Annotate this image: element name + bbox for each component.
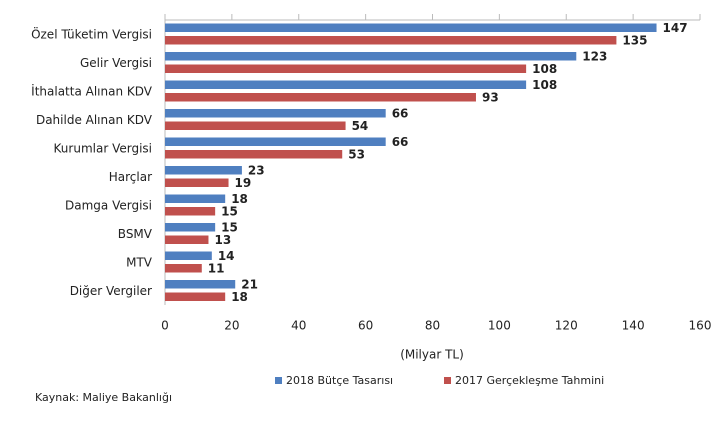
bar (165, 207, 216, 216)
x-tick-label: 140 (622, 319, 645, 333)
bar (165, 251, 212, 260)
bar (165, 64, 527, 73)
value-label: 53 (348, 148, 365, 162)
legend-swatch (444, 377, 451, 384)
value-label: 108 (532, 78, 557, 92)
bar (165, 23, 657, 32)
value-label: 23 (248, 164, 265, 178)
bar (165, 178, 229, 187)
y-tick-label: İthalatta Alınan KDV (31, 84, 153, 99)
bar (165, 150, 343, 159)
value-label: 54 (352, 119, 369, 133)
bar (165, 280, 236, 289)
bar (165, 235, 209, 244)
y-tick-label: Gelir Vergisi (80, 56, 152, 70)
legend-label: 2017 Gerçekleşme Tahmini (455, 374, 604, 387)
bar (165, 166, 242, 175)
bar (165, 223, 216, 232)
y-tick-label: Diğer Vergiler (70, 284, 152, 298)
value-label: 135 (622, 34, 647, 48)
y-tick-label: Dahilde Alınan KDV (36, 113, 153, 127)
legend-label: 2018 Bütçe Tasarısı (286, 374, 393, 387)
value-label: 18 (231, 192, 248, 206)
x-tick-label: 60 (358, 319, 373, 333)
value-label: 11 (208, 262, 225, 276)
bar (165, 121, 346, 130)
value-label: 15 (221, 221, 238, 235)
bar (165, 36, 617, 45)
bar (165, 80, 527, 89)
value-label: 15 (221, 205, 238, 219)
x-tick-label: 20 (224, 319, 239, 333)
source: Kaynak: Maliye Bakanlığı (35, 391, 172, 404)
bar (165, 194, 226, 203)
value-label: 108 (532, 62, 557, 76)
value-label: 93 (482, 91, 499, 105)
value-label: 14 (218, 249, 235, 263)
x-tick-label: 80 (425, 319, 440, 333)
value-label: 18 (231, 290, 248, 304)
y-tick-label: BSMV (118, 227, 153, 241)
bar (165, 93, 476, 102)
value-label: 66 (392, 135, 409, 149)
value-label: 13 (214, 233, 231, 247)
x-tick-label: 100 (488, 319, 511, 333)
y-tick-label: Damga Vergisi (65, 199, 152, 213)
y-tick-label: MTV (126, 256, 153, 270)
bar (165, 52, 577, 61)
x-tick-label: 160 (689, 319, 712, 333)
x-axis-title: (Milyar TL) (400, 348, 464, 362)
value-label: 123 (582, 50, 607, 64)
bar (165, 264, 202, 273)
y-tick-label: Harçlar (109, 170, 152, 184)
value-label: 147 (663, 21, 688, 35)
y-tick-label: Kurumlar Vergisi (54, 142, 152, 156)
legend-swatch (275, 377, 282, 384)
x-tick-label: 40 (291, 319, 306, 333)
value-label: 21 (241, 278, 258, 292)
x-tick-label: 0 (161, 319, 169, 333)
y-tick-label: Özel Tüketim Vergisi (31, 26, 152, 42)
x-tick-label: 120 (555, 319, 578, 333)
bar (165, 109, 386, 118)
value-label: 66 (392, 107, 409, 121)
value-label: 19 (235, 176, 252, 190)
bar (165, 137, 386, 146)
bar (165, 292, 226, 301)
